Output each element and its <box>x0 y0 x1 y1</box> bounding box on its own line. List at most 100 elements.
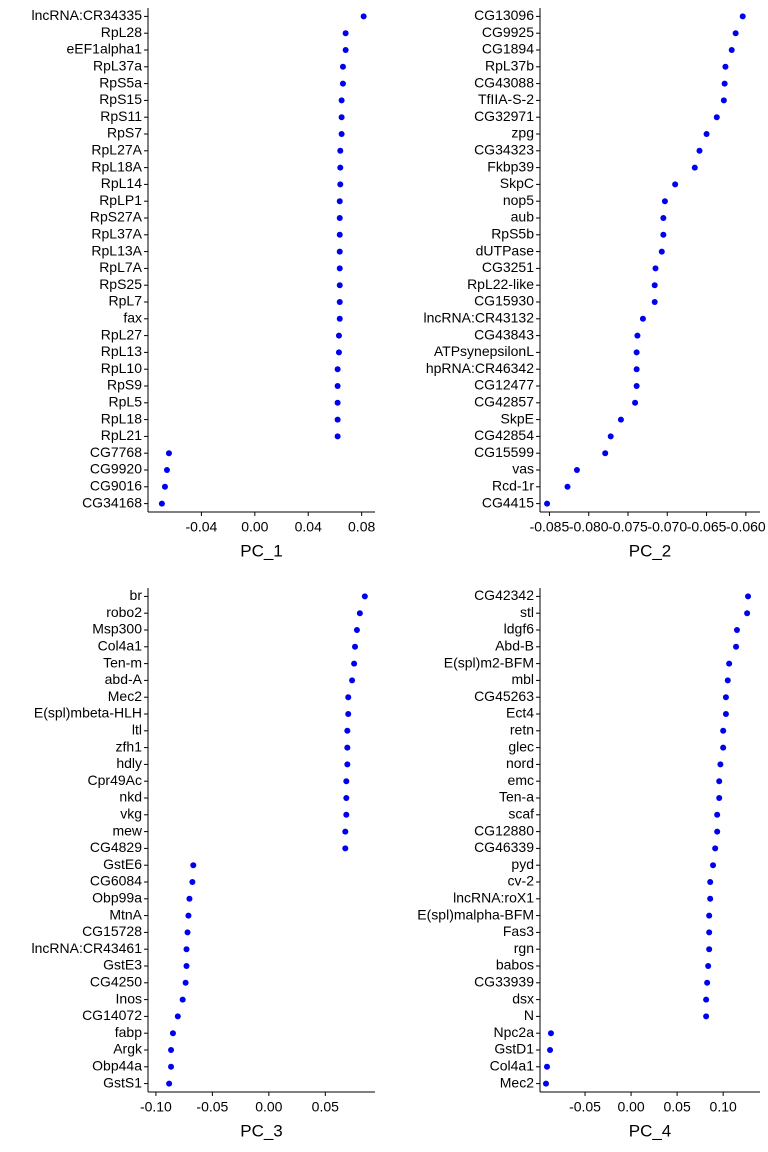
y-tick-label: fax <box>123 310 142 326</box>
dot <box>336 282 343 289</box>
y-tick-label: eEF1alpha1 <box>66 41 142 57</box>
y-tick-label: SkpC <box>500 175 534 191</box>
dot <box>174 1013 181 1020</box>
x-axis-title: PC_3 <box>240 1121 283 1140</box>
y-tick-label: mew <box>112 822 142 838</box>
x-axis-title: PC_1 <box>240 541 283 560</box>
dot <box>720 744 727 751</box>
dot <box>343 795 350 801</box>
y-tick-label: RpS5a <box>99 74 142 90</box>
y-tick-label: Obp44a <box>92 1058 142 1074</box>
dot <box>707 895 714 902</box>
y-tick-label: ltl <box>132 722 142 738</box>
y-tick-label: Cpr49Ac <box>88 772 142 788</box>
y-tick-label: CG9920 <box>90 461 142 477</box>
dot <box>356 610 363 617</box>
y-tick-label: aub <box>511 209 535 225</box>
dot <box>602 450 609 457</box>
y-tick-label: CG43843 <box>474 326 534 342</box>
y-tick-label: br <box>130 587 143 603</box>
dot <box>189 879 196 885</box>
y-tick-label: CG1894 <box>482 41 534 57</box>
y-tick-label: CG34168 <box>82 494 142 510</box>
dot <box>706 946 713 953</box>
dot <box>339 63 346 70</box>
y-tick-label: RpL27A <box>91 142 142 158</box>
y-tick-label: nop5 <box>503 192 534 208</box>
dot <box>617 416 624 423</box>
dot <box>339 80 346 87</box>
dot <box>168 1063 175 1070</box>
dot <box>717 761 724 768</box>
dot <box>342 828 349 835</box>
x-tick-label: -0.085 <box>530 519 570 535</box>
dot <box>343 811 350 818</box>
dot <box>732 30 739 37</box>
dot <box>334 383 341 389</box>
y-tick-label: CG6084 <box>90 873 142 889</box>
y-tick-label: GstE3 <box>103 957 142 973</box>
y-tick-label: CG46339 <box>474 839 534 855</box>
y-tick-label: RpS9 <box>107 377 142 393</box>
y-tick-label: RpL10 <box>101 360 142 376</box>
dot <box>336 215 343 221</box>
x-tick-label: 0.00 <box>255 1099 282 1115</box>
y-tick-label: GstS1 <box>103 1074 142 1090</box>
y-tick-label: E(spl)malpha-BFM <box>417 906 534 922</box>
y-tick-label: nkd <box>119 789 142 805</box>
y-tick-label: robo2 <box>106 604 142 620</box>
dot <box>349 677 356 684</box>
dot <box>336 198 343 205</box>
x-tick-label: 0.05 <box>663 1099 690 1115</box>
x-tick-label: -0.075 <box>608 519 648 535</box>
y-tick-label: CG14072 <box>82 1007 142 1023</box>
dot <box>345 711 352 717</box>
dot <box>707 879 714 885</box>
dot <box>696 147 703 154</box>
dot <box>163 467 170 473</box>
y-tick-label: RpL7 <box>109 293 143 309</box>
dot <box>573 467 580 473</box>
dot <box>716 795 723 801</box>
dot <box>334 399 341 406</box>
y-tick-label: Inos <box>116 990 142 1006</box>
x-axis-title: PC_4 <box>629 1121 672 1140</box>
dot <box>338 131 345 137</box>
x-tick-label: 0.08 <box>348 519 375 535</box>
dot <box>344 744 351 751</box>
x-tick-label: -0.10 <box>140 1099 172 1115</box>
y-tick-label: Npc2a <box>494 1024 535 1040</box>
dot <box>564 483 571 490</box>
dot <box>733 627 740 633</box>
y-tick-label: RpL5 <box>109 394 143 410</box>
y-tick-label: babos <box>496 957 534 973</box>
dot <box>352 643 359 650</box>
dot <box>703 996 710 1003</box>
y-tick-label: SkpE <box>501 410 534 426</box>
y-tick-label: RpLP1 <box>99 192 142 208</box>
y-tick-label: CG15599 <box>474 444 534 460</box>
dot <box>336 299 343 305</box>
dot <box>672 181 679 188</box>
y-tick-label: CG32971 <box>474 108 534 124</box>
x-tick-label: -0.070 <box>647 519 687 535</box>
dot <box>158 500 165 507</box>
y-tick-label: CG12880 <box>474 822 534 838</box>
y-tick-label: abd-A <box>105 671 143 687</box>
y-tick-label: Col4a1 <box>98 638 143 654</box>
y-tick-label: CG43088 <box>474 74 534 90</box>
x-tick-label: 0.00 <box>617 1099 644 1115</box>
dot <box>336 315 343 322</box>
y-tick-label: lncRNA:CR34335 <box>32 7 143 23</box>
dot <box>544 500 551 507</box>
y-tick-label: RpL13A <box>91 242 142 258</box>
dot <box>722 711 729 717</box>
dot <box>724 677 731 684</box>
dot <box>361 593 368 600</box>
y-tick-label: CG42342 <box>474 587 534 603</box>
y-tick-label: Ect4 <box>506 705 534 721</box>
dot <box>183 963 190 969</box>
dot <box>351 660 358 667</box>
y-tick-label: RpL18A <box>91 158 142 174</box>
y-tick-label: RpS27A <box>90 209 143 225</box>
